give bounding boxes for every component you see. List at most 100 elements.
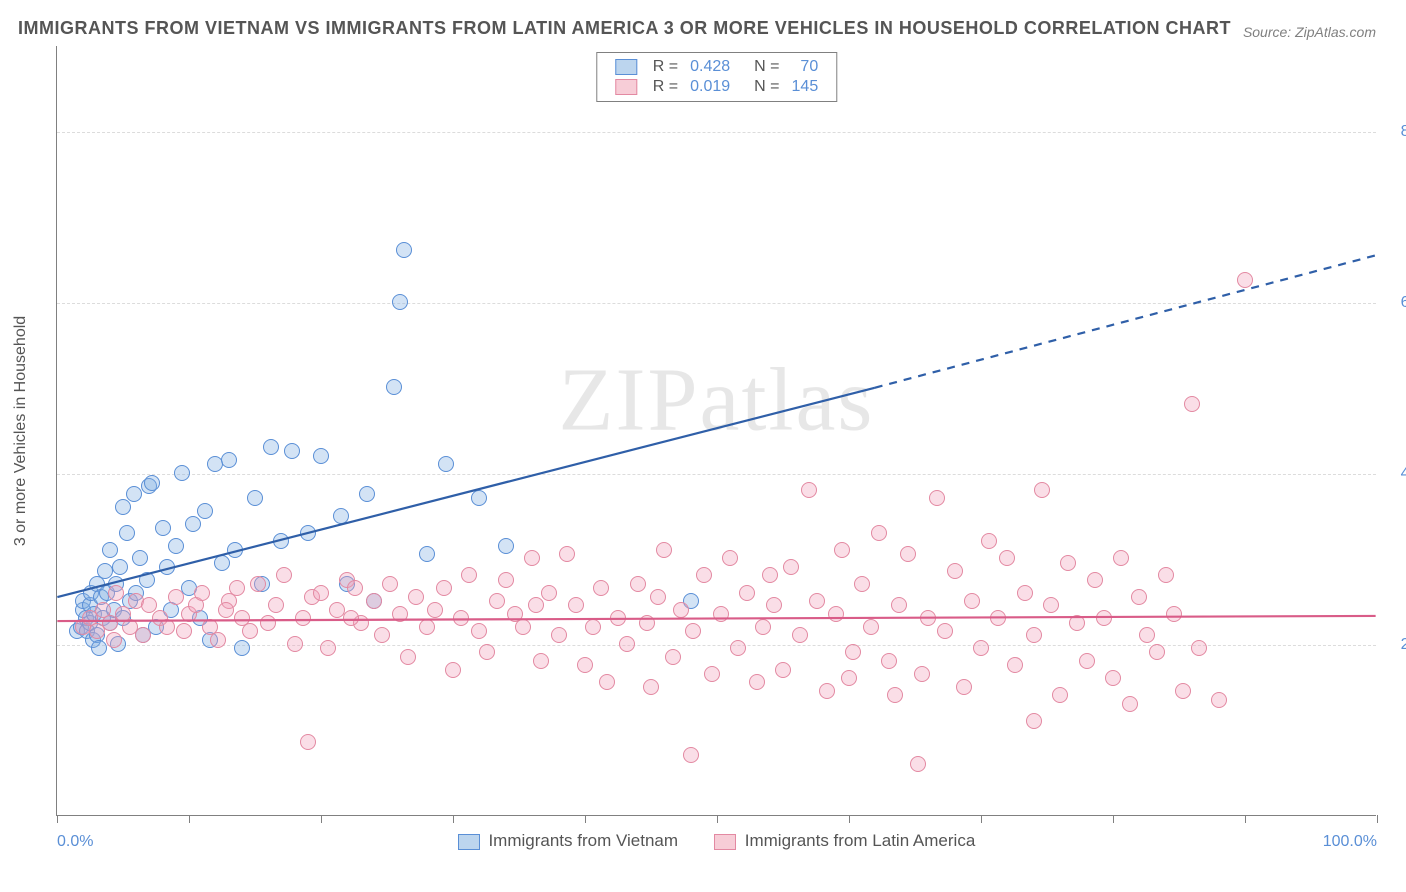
point-latin-america [990,610,1006,626]
point-latin-america [1043,597,1059,613]
point-latin-america [1166,606,1182,622]
stat-label-r: R = [647,57,684,77]
legend-correlation-box: R =0.428N =70R =0.019N =145 [596,52,837,102]
legend-item: Immigrants from Latin America [714,831,975,851]
point-latin-america [176,623,192,639]
point-latin-america [722,550,738,566]
point-latin-america [819,683,835,699]
y-tick-label: 80.0% [1386,123,1406,141]
point-vietnam [392,294,408,310]
point-latin-america [1105,670,1121,686]
point-latin-america [841,670,857,686]
point-latin-america [320,640,336,656]
point-latin-america [665,649,681,665]
point-vietnam [313,448,329,464]
point-latin-america [1175,683,1191,699]
x-tick [849,815,850,823]
point-latin-america [920,610,936,626]
point-latin-america [683,747,699,763]
point-latin-america [964,593,980,609]
point-vietnam [214,555,230,571]
point-latin-america [801,482,817,498]
point-latin-america [1184,396,1200,412]
point-latin-america [218,602,234,618]
point-vietnam [132,550,148,566]
point-latin-america [295,610,311,626]
point-latin-america [656,542,672,558]
point-latin-america [1211,692,1227,708]
point-latin-america [887,687,903,703]
point-latin-america [828,606,844,622]
point-latin-america [937,623,953,639]
stat-label-n: N = [748,77,785,97]
point-vietnam [144,475,160,491]
point-latin-america [445,662,461,678]
point-vietnam [386,379,402,395]
point-vietnam [115,499,131,515]
gridline [57,474,1376,475]
x-tick [453,815,454,823]
point-latin-america [366,593,382,609]
legend-swatch [458,834,480,850]
point-latin-america [1034,482,1050,498]
y-axis-label: 3 or more Vehicles in Household [12,315,30,545]
point-latin-america [268,597,284,613]
point-latin-america [577,657,593,673]
point-latin-america [329,602,345,618]
point-latin-america [713,606,729,622]
point-vietnam [168,538,184,554]
y-tick-label: 40.0% [1386,465,1406,483]
legend-series: Immigrants from Vietnam Immigrants from … [57,831,1376,851]
point-vietnam [438,456,454,472]
point-latin-america [630,576,646,592]
point-latin-america [845,644,861,660]
gridline [57,132,1376,133]
point-latin-america [461,567,477,583]
trend-lines [57,46,1376,815]
point-vietnam [284,443,300,459]
point-latin-america [1079,653,1095,669]
point-latin-america [910,756,926,772]
point-latin-america [1069,615,1085,631]
gridline [57,303,1376,304]
point-latin-america [1149,644,1165,660]
point-latin-america [250,576,266,592]
point-latin-america [696,567,712,583]
point-latin-america [593,580,609,596]
point-latin-america [1052,687,1068,703]
point-latin-america [427,602,443,618]
point-vietnam [126,486,142,502]
point-latin-america [347,580,363,596]
point-latin-america [871,525,887,541]
legend-label: Immigrants from Latin America [745,831,976,850]
point-latin-america [947,563,963,579]
point-latin-america [343,610,359,626]
point-latin-america [533,653,549,669]
point-latin-america [210,632,226,648]
stat-value-r: 0.019 [684,77,736,97]
point-latin-america [276,567,292,583]
gridline [57,645,1376,646]
point-latin-america [685,623,701,639]
plot-area: 3 or more Vehicles in Household ZIPatlas… [56,46,1376,816]
point-latin-america [900,546,916,562]
point-vietnam [300,525,316,541]
point-latin-america [300,734,316,750]
point-latin-america [610,610,626,626]
x-tick [57,815,58,823]
point-latin-america [1007,657,1023,673]
point-latin-america [755,619,771,635]
point-latin-america [881,653,897,669]
point-vietnam [197,503,213,519]
point-vietnam [234,640,250,656]
x-tick [717,815,718,823]
legend-swatch [714,834,736,850]
point-latin-america [834,542,850,558]
y-tick-label: 20.0% [1386,636,1406,654]
point-latin-america [1026,627,1042,643]
point-latin-america [792,627,808,643]
stat-label-n: N = [748,57,785,77]
watermark: ZIPatlas [559,348,875,451]
point-latin-america [374,627,390,643]
point-latin-america [585,619,601,635]
